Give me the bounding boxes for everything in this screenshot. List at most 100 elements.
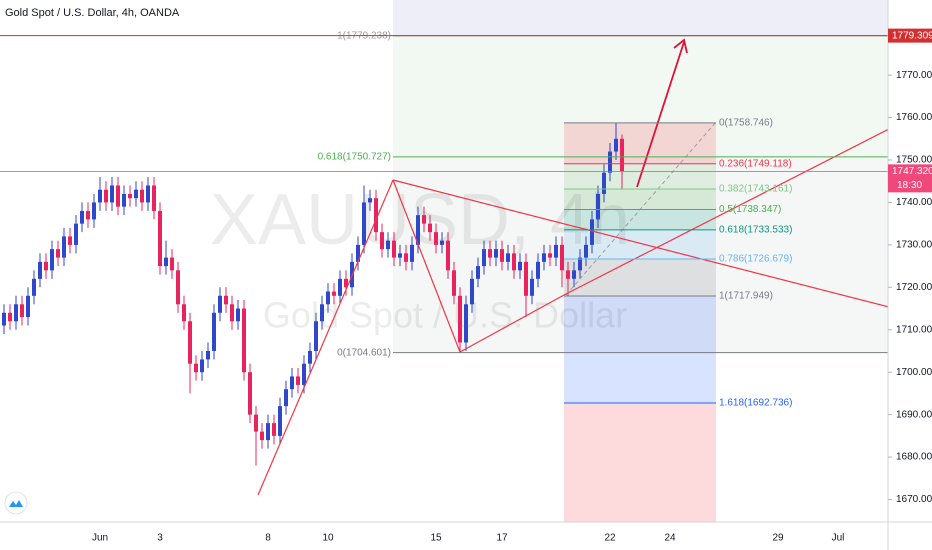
candle-body [362, 202, 366, 245]
candle-body [566, 270, 570, 279]
logo-circle [4, 491, 28, 515]
candle-body [560, 244, 564, 271]
fib-label: 1(1717.949) [719, 291, 773, 302]
candle-body [488, 249, 492, 258]
candle-body [74, 223, 78, 245]
fib-band [393, 156, 888, 353]
candle-body [2, 312, 6, 326]
fib-label: 0.236(1749.118) [719, 158, 792, 169]
x-tick-label: 8 [265, 533, 271, 544]
candle-body [338, 278, 342, 296]
y-tick-label: 1690.000 [896, 409, 932, 420]
x-tick-label: 10 [322, 533, 334, 544]
candle-body [116, 185, 120, 207]
candle-body [98, 189, 102, 203]
candle-body [482, 249, 486, 267]
candle-body [230, 304, 234, 322]
fib-band [393, 0, 888, 36]
candle-body [458, 295, 462, 343]
fib-band [393, 35, 888, 157]
candle-body [614, 138, 618, 152]
fib-band [564, 189, 716, 210]
candle-body [308, 350, 312, 364]
candle-body [284, 389, 288, 407]
candle-body [422, 215, 426, 224]
y-tick-label: 1680.000 [896, 452, 932, 463]
candle-body [26, 295, 30, 318]
candle-body [62, 236, 66, 258]
candle-body [44, 261, 48, 271]
candle-body [68, 236, 72, 245]
fib-label: 0(1704.601) [337, 347, 391, 358]
candle-body [386, 240, 390, 250]
candle-body [266, 423, 270, 441]
y-tick-label: 1750.000 [896, 155, 932, 166]
candle-body [314, 321, 318, 351]
candle-body [140, 189, 144, 203]
fib-label: 0.786(1726.679) [719, 254, 792, 265]
candle-body [464, 304, 468, 343]
candle-body [506, 253, 510, 262]
candle-body [278, 406, 282, 436]
candle-body [80, 210, 84, 224]
trend-line [459, 294, 565, 353]
fib-label: 0.618(1733.533) [719, 225, 792, 236]
fib-label: 0(1758.746) [719, 118, 773, 129]
candle-body [572, 270, 576, 279]
candle-body [542, 253, 546, 262]
candle-body [188, 321, 192, 364]
candle-body [248, 372, 252, 415]
y-tick-label: 1740.000 [896, 197, 932, 208]
trend-line [257, 179, 394, 496]
candle-body [134, 189, 138, 199]
x-tick-label: 3 [157, 533, 163, 544]
candle-body [296, 376, 300, 385]
fib-band [564, 209, 716, 230]
x-tick-label: 29 [772, 533, 784, 544]
candle-body [416, 215, 420, 245]
candle-body [602, 172, 606, 194]
candle-body [398, 253, 402, 258]
logo [4, 491, 28, 515]
candle-body [8, 312, 12, 322]
y-tick-label: 1720.000 [896, 282, 932, 293]
candle-body [404, 253, 408, 262]
candle-body [476, 266, 480, 279]
price-axis [888, 0, 932, 550]
fib-band [564, 403, 716, 522]
candle-body [380, 232, 384, 250]
candle-body [500, 249, 504, 262]
candle-body [290, 376, 294, 390]
candle-body [50, 249, 54, 271]
candle-body [164, 257, 168, 267]
candle-body [524, 261, 528, 296]
candle-body [536, 261, 540, 279]
fib-label: 0.382(1743.161) [719, 184, 792, 195]
candle-body [554, 244, 558, 258]
candle-body [320, 304, 324, 322]
fib-band [564, 258, 716, 297]
candle-body [152, 185, 156, 211]
candle-body [530, 278, 534, 296]
candle-body [20, 304, 24, 318]
x-tick-label: 17 [496, 533, 508, 544]
y-tick-label: 1710.000 [896, 324, 932, 335]
y-tick-label: 1730.000 [896, 240, 932, 251]
x-tick-label: 15 [430, 533, 442, 544]
candle-body [194, 363, 198, 373]
candle-body [128, 193, 132, 199]
candle-body [224, 295, 228, 305]
candle-body [242, 308, 246, 373]
candle-body [620, 138, 624, 172]
candle-body [326, 291, 330, 305]
time-axis [0, 522, 932, 550]
y-tick-label: 1770.000 [896, 70, 932, 81]
y-tick-label: 1760.000 [896, 112, 932, 123]
candle-body [428, 223, 432, 233]
candle-body [518, 261, 522, 271]
y-tick-label: 1670.000 [896, 494, 932, 505]
candle-body [410, 244, 414, 262]
x-tick-label: 22 [604, 533, 616, 544]
candle-body [344, 278, 348, 288]
candle-body [182, 304, 186, 322]
